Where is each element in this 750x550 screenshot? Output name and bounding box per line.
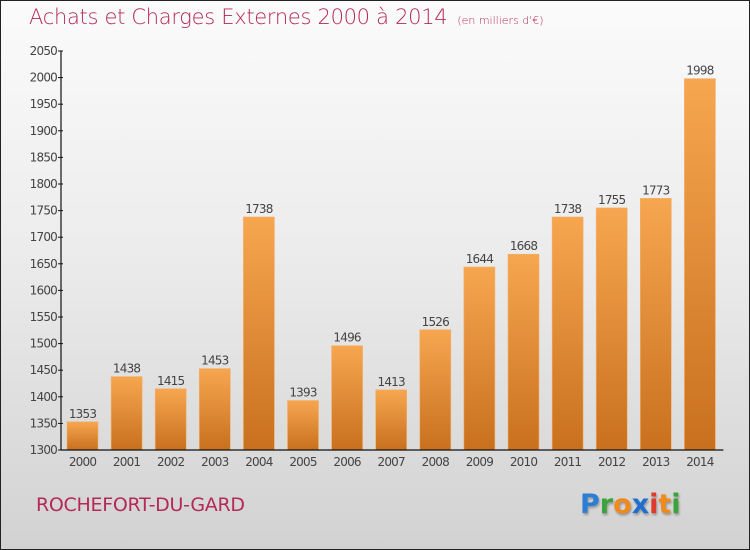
y-tick-label-1850: 1850 [30, 150, 58, 164]
y-tick-label-1900: 1900 [30, 124, 58, 138]
x-tick-label-2003: 2003 [201, 455, 229, 469]
bar-2006 [331, 345, 363, 451]
value-label-2001: 1438 [113, 362, 141, 376]
chart-subtitle: (en milliers d'€) [457, 14, 544, 27]
value-label-2011: 1738 [554, 202, 582, 216]
bar-2004 [243, 216, 275, 451]
bars-group: 1353 1438 1415 1453 1738 1393 1496 1413 1526 1644… [66, 64, 716, 451]
value-label-2007: 1413 [378, 375, 406, 389]
value-label-2012: 1755 [598, 193, 626, 207]
chart-title-text: Achats et Charges Externes 2000 à 2014 [29, 5, 448, 29]
logo-letter: x [631, 489, 650, 520]
x-tick-label-2006: 2006 [333, 455, 361, 469]
y-tick-label-1750: 1750 [30, 204, 58, 218]
logo-letter: t [658, 489, 672, 520]
value-label-2003: 1453 [201, 354, 229, 368]
bar-2000 [66, 421, 99, 451]
y-tick-label-1350: 1350 [30, 416, 58, 430]
y-tick-label-1950: 1950 [30, 97, 58, 111]
value-label-2009: 1644 [466, 252, 494, 266]
chart-title: Achats et Charges Externes 2000 à 2014 (e… [29, 5, 544, 29]
bar-2007 [375, 389, 408, 451]
logo-letter: P [580, 489, 600, 520]
bar-2003 [199, 368, 231, 451]
logo-letter: o [613, 489, 632, 520]
y-tick-label-2000: 2000 [30, 71, 58, 85]
bar-2009 [463, 266, 496, 451]
value-label-2008: 1526 [422, 315, 450, 329]
bar-2013 [639, 198, 672, 451]
logo-letter: r [599, 489, 614, 520]
value-label-2005: 1393 [289, 386, 317, 400]
x-tick-label-2012: 2012 [598, 455, 626, 469]
y-tick-label-2050: 2050 [30, 44, 58, 58]
y-tick-label-1600: 1600 [30, 283, 58, 297]
y-tick-label-1550: 1550 [30, 310, 58, 324]
value-label-2014: 1998 [686, 64, 714, 78]
bar-2014 [684, 78, 716, 451]
bar-2008 [419, 329, 452, 451]
city-name: ROCHEFORT-DU-GARD [36, 494, 245, 516]
y-tick-label-1400: 1400 [30, 390, 58, 404]
value-label-2006: 1496 [333, 331, 361, 345]
x-tick-label-2001: 2001 [113, 455, 141, 469]
y-tick-label-1700: 1700 [30, 230, 58, 244]
x-tick-label-2011: 2011 [554, 455, 582, 469]
x-tick-label-2014: 2014 [686, 455, 714, 469]
bar-2005 [287, 400, 319, 451]
x-tick-label-2008: 2008 [422, 455, 450, 469]
bar-2001 [110, 376, 143, 451]
x-tick-label-2005: 2005 [289, 455, 317, 469]
x-tick-label-2007: 2007 [378, 455, 406, 469]
x-tick-label-2009: 2009 [466, 455, 494, 469]
proxiti-logo[interactable]: Proxiti [580, 489, 681, 520]
logo-letter: i [671, 489, 681, 520]
y-axis: 1300 1350 1400 1450 1500 1550 1600 1650 1700 1750… [30, 44, 63, 457]
x-tick-label-2004: 2004 [245, 455, 273, 469]
x-axis: 2000 2001 2002 2003 2004 2005 2006 2007 2008 2009… [61, 449, 724, 469]
y-tick-label-1300: 1300 [30, 443, 58, 457]
y-tick-label-1500: 1500 [30, 337, 58, 351]
x-tick-label-2002: 2002 [157, 455, 185, 469]
bar-2010 [507, 253, 540, 451]
y-tick-label-1450: 1450 [30, 363, 58, 377]
value-label-2000: 1353 [69, 407, 97, 421]
bar-2011 [551, 216, 584, 451]
x-tick-label-2000: 2000 [69, 455, 97, 469]
logo-letter: i [649, 489, 659, 520]
x-tick-label-2010: 2010 [510, 455, 538, 469]
value-label-2013: 1773 [642, 183, 670, 197]
y-tick-label-1650: 1650 [30, 257, 58, 271]
value-label-2010: 1668 [510, 239, 538, 253]
bar-2012 [595, 207, 628, 451]
value-label-2004: 1738 [245, 202, 273, 216]
bar-2002 [154, 388, 187, 451]
value-label-2002: 1415 [157, 374, 185, 388]
y-tick-label-1800: 1800 [30, 177, 58, 191]
x-tick-label-2013: 2013 [642, 455, 670, 469]
